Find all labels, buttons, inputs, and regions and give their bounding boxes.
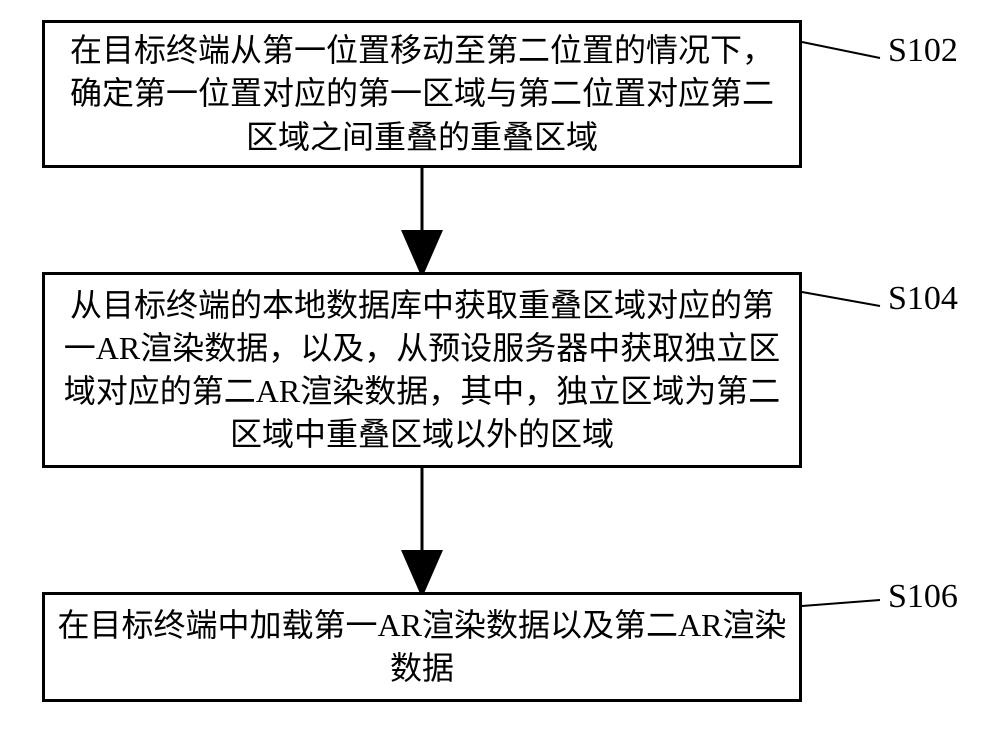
leader-line-3 — [0, 0, 1000, 747]
flowchart-canvas: 在目标终端从第一位置移动至第二位置的情况下，确定第一位置对应的第一区域与第二位置… — [0, 0, 1000, 747]
step-label-3: S106 — [888, 578, 958, 616]
